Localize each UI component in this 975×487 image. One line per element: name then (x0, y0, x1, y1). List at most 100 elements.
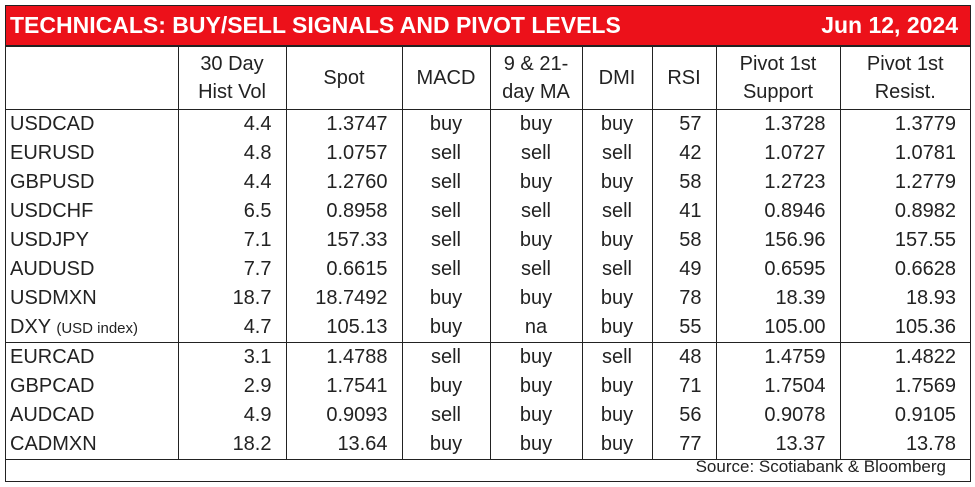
table-row: EURCAD 3.1 1.4788 sell buy sell 48 1.4759 1.4822 (6, 342, 970, 372)
header-dmi: DMI (581, 46, 653, 110)
cell-hist-vol: 18.7 (177, 284, 287, 313)
cell-macd: sell (401, 168, 491, 197)
pair-label: EURCAD (10, 346, 95, 368)
cell-support: 1.4759 (715, 342, 841, 372)
cell-pair: USDJPY (6, 226, 179, 255)
cell-hist-vol: 4.9 (177, 401, 287, 430)
cell-resist: 0.9105 (839, 401, 970, 430)
cell-ma: sell (489, 139, 583, 168)
cell-dmi: sell (581, 255, 653, 284)
header-pair (6, 46, 179, 110)
cell-hist-vol: 4.4 (177, 109, 287, 139)
page-title: TECHNICALS: BUY/SELL SIGNALS AND PIVOT L… (10, 12, 621, 38)
cell-resist: 105.36 (839, 313, 970, 343)
header-ma: 9 & 21- day MA (489, 46, 583, 110)
cell-macd: buy (401, 430, 491, 460)
pair-label: USDCHF (10, 200, 94, 222)
table-row: DXY (USD index) 4.7 105.13 buy na buy 55 105.00… (6, 313, 970, 343)
cell-rsi: 57 (651, 109, 717, 139)
cell-macd: sell (401, 139, 491, 168)
cell-dmi: sell (581, 342, 653, 372)
cell-macd: sell (401, 255, 491, 284)
pair-label: AUDCAD (10, 404, 95, 426)
cell-resist: 1.3779 (839, 109, 970, 139)
cell-spot: 13.64 (285, 430, 403, 460)
cell-dmi: buy (581, 168, 653, 197)
cell-rsi: 77 (651, 430, 717, 460)
cell-pair: USDMXN (6, 284, 179, 313)
cell-support: 1.3728 (715, 109, 841, 139)
cell-support: 105.00 (715, 313, 841, 343)
cell-hist-vol: 4.8 (177, 139, 287, 168)
cell-resist: 0.6628 (839, 255, 970, 284)
cell-ma: sell (489, 255, 583, 284)
cell-spot: 0.6615 (285, 255, 403, 284)
table-row: USDMXN 18.7 18.7492 buy buy buy 78 18.39 18.93 (6, 284, 970, 313)
cell-spot: 105.13 (285, 313, 403, 343)
cell-dmi: buy (581, 313, 653, 343)
cell-hist-vol: 7.7 (177, 255, 287, 284)
cell-pair: AUDUSD (6, 255, 179, 284)
technicals-panel: TECHNICALS: BUY/SELL SIGNALS AND PIVOT L… (5, 5, 971, 482)
pair-label: USDJPY (10, 229, 89, 251)
header-resist: Pivot 1st Resist. (839, 46, 970, 110)
table-row: CADMXN 18.2 13.64 buy buy buy 77 13.37 13.78 (6, 430, 970, 460)
cell-rsi: 49 (651, 255, 717, 284)
cell-spot: 1.3747 (285, 109, 403, 139)
header-rsi: RSI (651, 46, 717, 110)
cell-pair: GBPUSD (6, 168, 179, 197)
cell-spot: 1.4788 (285, 342, 403, 372)
cell-ma: sell (489, 197, 583, 226)
cell-spot: 0.8958 (285, 197, 403, 226)
cell-macd: sell (401, 342, 491, 372)
cell-hist-vol: 7.1 (177, 226, 287, 255)
pair-label: USDCAD (10, 113, 95, 135)
cell-ma: na (489, 313, 583, 343)
table-row: GBPCAD 2.9 1.7541 buy buy buy 71 1.7504 1.7569 (6, 372, 970, 401)
table-row: AUDUSD 7.7 0.6615 sell sell sell 49 0.6595 0.662… (6, 255, 970, 284)
cell-ma: buy (489, 226, 583, 255)
cell-spot: 1.0757 (285, 139, 403, 168)
signals-table: 30 Day Hist Vol Spot MACD 9 & 21- day MA D… (6, 46, 970, 460)
cell-rsi: 71 (651, 372, 717, 401)
cell-rsi: 58 (651, 226, 717, 255)
cell-dmi: sell (581, 139, 653, 168)
cell-hist-vol: 4.4 (177, 168, 287, 197)
cell-ma: buy (489, 109, 583, 139)
cell-spot: 157.33 (285, 226, 403, 255)
cell-ma: buy (489, 284, 583, 313)
cell-resist: 18.93 (839, 284, 970, 313)
cell-pair: USDCHF (6, 197, 179, 226)
cell-resist: 1.4822 (839, 342, 970, 372)
cell-ma: buy (489, 342, 583, 372)
cell-hist-vol: 2.9 (177, 372, 287, 401)
cell-pair: CADMXN (6, 430, 179, 460)
table-row: EURUSD 4.8 1.0757 sell sell sell 42 1.0727 1.078… (6, 139, 970, 168)
cell-spot: 18.7492 (285, 284, 403, 313)
cell-spot: 0.9093 (285, 401, 403, 430)
cell-ma: buy (489, 430, 583, 460)
header-row: 30 Day Hist Vol Spot MACD 9 & 21- day MA D… (6, 46, 970, 110)
cell-support: 156.96 (715, 226, 841, 255)
cell-rsi: 58 (651, 168, 717, 197)
cell-rsi: 78 (651, 284, 717, 313)
cell-macd: sell (401, 401, 491, 430)
cell-ma: buy (489, 372, 583, 401)
header-macd: MACD (401, 46, 491, 110)
table-row: USDCAD 4.4 1.3747 buy buy buy 57 1.3728 1.3779 (6, 109, 970, 139)
pair-label: DXY (10, 316, 51, 338)
cell-dmi: buy (581, 401, 653, 430)
cell-rsi: 56 (651, 401, 717, 430)
cell-support: 1.2723 (715, 168, 841, 197)
cell-rsi: 48 (651, 342, 717, 372)
cell-rsi: 55 (651, 313, 717, 343)
cell-pair: EURUSD (6, 139, 179, 168)
cell-support: 0.8946 (715, 197, 841, 226)
cell-rsi: 41 (651, 197, 717, 226)
cell-resist: 1.7569 (839, 372, 970, 401)
pair-note: (USD index) (56, 320, 139, 337)
cell-hist-vol: 18.2 (177, 430, 287, 460)
cell-support: 1.0727 (715, 139, 841, 168)
cell-support: 0.6595 (715, 255, 841, 284)
cell-resist: 1.0781 (839, 139, 970, 168)
